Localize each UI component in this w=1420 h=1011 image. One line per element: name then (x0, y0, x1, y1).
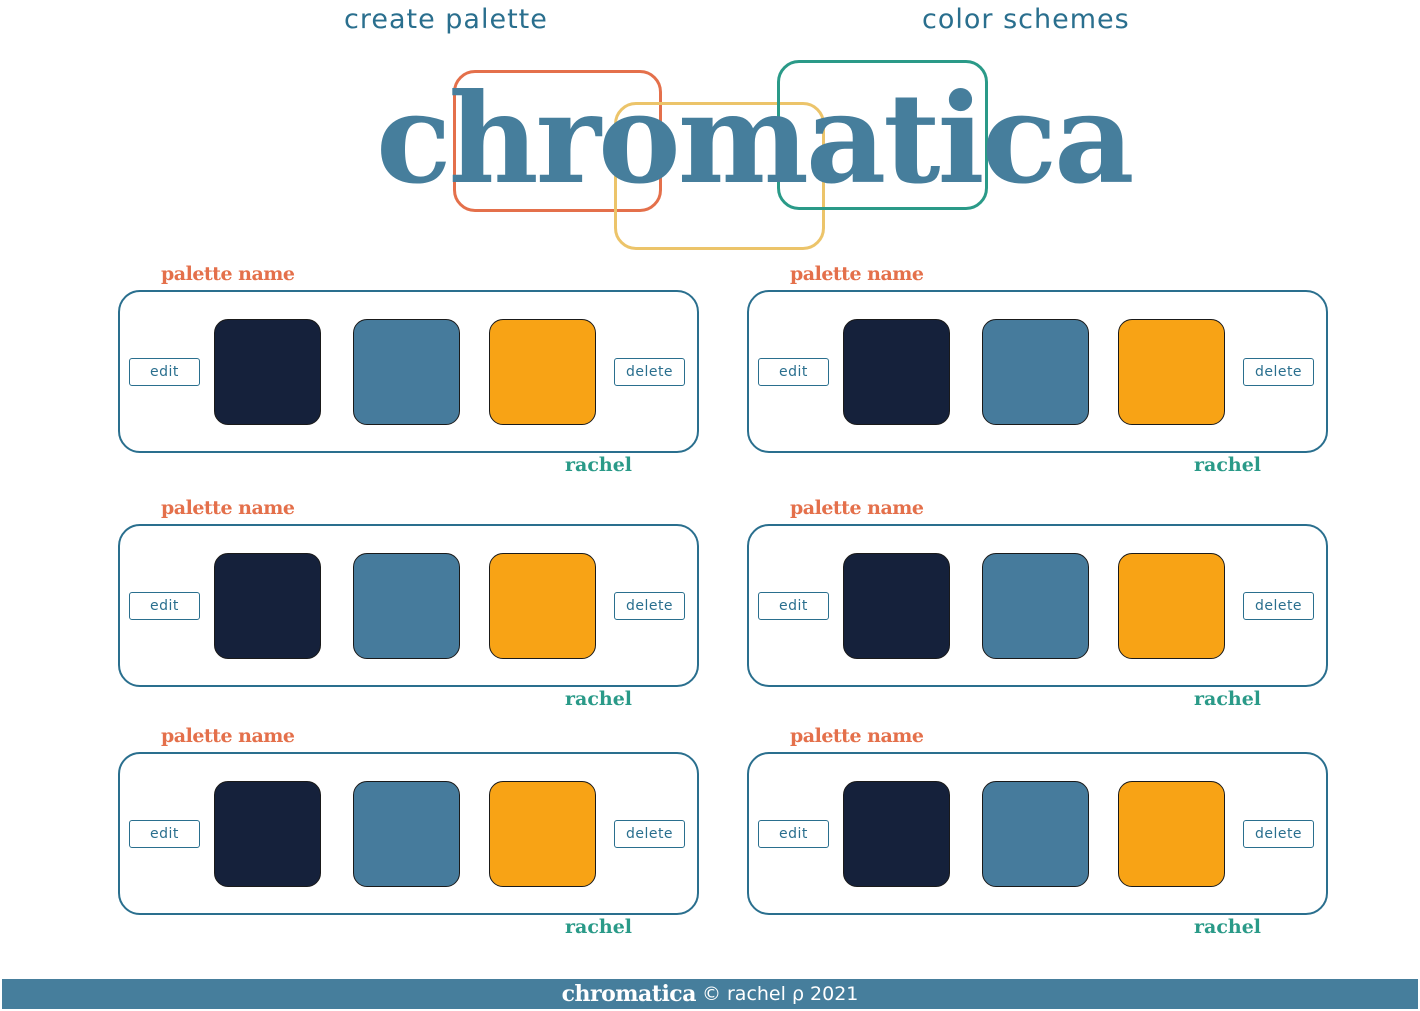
logo-frame-orange (453, 70, 662, 212)
color-swatch (1118, 781, 1225, 887)
palette-name: palette name (790, 263, 924, 285)
palette-author: rachel (1194, 916, 1262, 938)
color-swatch (353, 553, 460, 659)
palette-name: palette name (790, 497, 924, 519)
edit-button[interactable]: edit (758, 592, 829, 620)
color-swatch (489, 781, 596, 887)
palette-author: rachel (1194, 688, 1262, 710)
color-swatch (214, 319, 321, 425)
footer-brand: chromatica (561, 981, 697, 1007)
nav-create-palette[interactable]: create palette (344, 4, 548, 35)
color-swatch (489, 319, 596, 425)
delete-button[interactable]: delete (614, 358, 685, 386)
logo-frame-teal (777, 60, 988, 210)
palette-card: edit delete (118, 290, 699, 453)
palette-card: edit delete (747, 290, 1328, 453)
edit-button[interactable]: edit (758, 820, 829, 848)
footer: chromatica © rachel ρ 2021 (2, 979, 1418, 1009)
edit-button[interactable]: edit (129, 592, 200, 620)
palette-card: edit delete (747, 752, 1328, 915)
nav-color-schemes[interactable]: color schemes (922, 4, 1130, 35)
palette-name: palette name (161, 263, 295, 285)
color-swatch (982, 553, 1089, 659)
delete-button[interactable]: delete (1243, 358, 1314, 386)
color-swatch (982, 781, 1089, 887)
color-swatch (843, 319, 950, 425)
palette-card: edit delete (118, 752, 699, 915)
delete-button[interactable]: delete (614, 592, 685, 620)
palette-name: palette name (790, 725, 924, 747)
logo-title: chromatica (376, 67, 1134, 212)
color-swatch (843, 781, 950, 887)
palette-name: palette name (161, 497, 295, 519)
color-swatch (214, 553, 321, 659)
palette-author: rachel (565, 688, 633, 710)
delete-button[interactable]: delete (1243, 820, 1314, 848)
color-swatch (1118, 553, 1225, 659)
palette-author: rachel (1194, 454, 1262, 476)
delete-button[interactable]: delete (1243, 592, 1314, 620)
edit-button[interactable]: edit (758, 358, 829, 386)
footer-credit: © rachel ρ 2021 (701, 983, 859, 1005)
color-swatch (982, 319, 1089, 425)
edit-button[interactable]: edit (129, 358, 200, 386)
palette-card: edit delete (747, 524, 1328, 687)
palette-name: palette name (161, 725, 295, 747)
color-swatch (489, 553, 596, 659)
logo-frame-yellow (614, 102, 825, 250)
color-swatch (353, 781, 460, 887)
color-swatch (353, 319, 460, 425)
edit-button[interactable]: edit (129, 820, 200, 848)
delete-button[interactable]: delete (614, 820, 685, 848)
color-swatch (843, 553, 950, 659)
color-swatch (214, 781, 321, 887)
color-swatch (1118, 319, 1225, 425)
palette-author: rachel (565, 454, 633, 476)
palette-author: rachel (565, 916, 633, 938)
palette-card: edit delete (118, 524, 699, 687)
